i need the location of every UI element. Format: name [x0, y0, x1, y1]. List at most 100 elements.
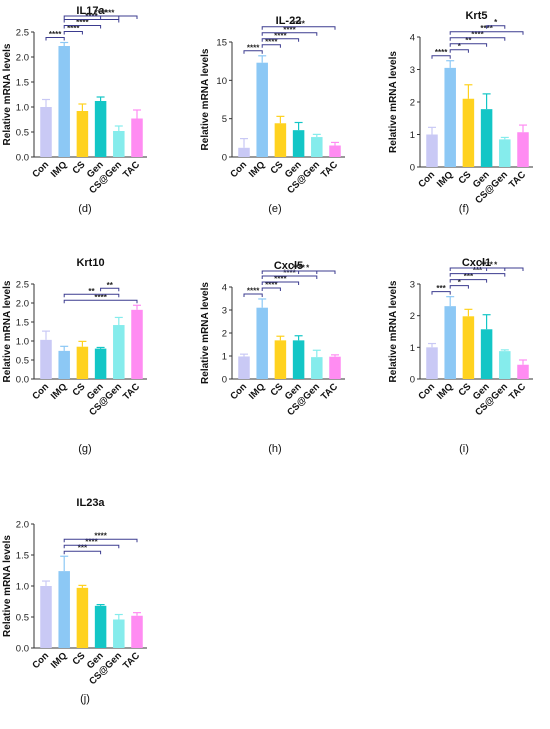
significance-bracket	[261, 38, 300, 42]
significance-label: ****	[480, 261, 493, 270]
y-axis-label: Relative mRNA levels	[388, 280, 399, 382]
y-tick-label: 3	[410, 280, 415, 291]
x-tick-label: Con	[30, 159, 51, 180]
significance-bracket	[298, 270, 318, 274]
significance-bracket	[486, 25, 506, 29]
y-tick-label: 0	[222, 153, 227, 164]
significance-label: ****	[283, 25, 296, 34]
bar-gen	[292, 130, 305, 157]
significance-bracket	[486, 267, 506, 271]
significance-label: **	[465, 36, 472, 45]
bar-cs	[274, 123, 287, 157]
significance-label: ****	[292, 19, 305, 28]
y-tick-label: 4	[222, 283, 227, 294]
significance-label: **	[88, 287, 95, 296]
significance-label: ****	[94, 532, 107, 541]
significance-bracket	[63, 293, 120, 298]
chart-title: Cxcl1	[462, 257, 491, 269]
y-tick-label: 1.0	[16, 582, 29, 593]
y-tick-label: 2.0	[16, 520, 29, 531]
bar-cs-gen	[311, 357, 323, 379]
bar-cs-gen	[113, 325, 125, 379]
x-tick-label: Con	[228, 381, 249, 402]
chart-title: IL17a	[76, 5, 105, 17]
significance-label: ***	[473, 266, 483, 275]
x-tick-label: TAC	[121, 159, 142, 180]
x-tick-label: TAC	[319, 381, 340, 402]
y-axis-label: Relative mRNA levels	[2, 43, 13, 145]
y-tick-label: 0.0	[16, 375, 29, 386]
significance-bracket	[63, 538, 138, 543]
significance-label: *	[458, 42, 462, 51]
significance-bracket	[261, 287, 281, 291]
bar-imq	[256, 62, 268, 158]
significance-label: ****	[76, 18, 89, 27]
bar-con	[426, 347, 438, 379]
panel-label: (f)	[459, 203, 469, 215]
significance-label: ****	[283, 268, 296, 277]
bar-cs-gen	[311, 137, 323, 157]
y-tick-label: 1	[410, 130, 415, 141]
x-tick-label: Con	[30, 381, 51, 402]
bar-cs	[462, 98, 475, 167]
bar-tac	[131, 118, 143, 157]
y-tick-label: 2.0	[16, 299, 29, 310]
bar-tac	[517, 132, 529, 167]
bar-tac	[329, 356, 341, 379]
bar-imq	[58, 46, 70, 157]
significance-label: ****	[435, 48, 448, 57]
significance-bracket	[100, 287, 120, 292]
significance-bracket	[63, 544, 120, 549]
significance-label: ****	[265, 280, 278, 289]
panel-label: (e)	[268, 203, 281, 215]
significance-label: ****	[274, 274, 287, 283]
panel-krt10: Krt10 Relative mRNA levels 0.0 0.5 1.0 1.5 2.0…	[2, 257, 147, 455]
bar-cs	[76, 111, 89, 157]
significance-label: **	[107, 281, 114, 290]
y-tick-label: 0.0	[16, 153, 29, 164]
bar-gen	[480, 109, 493, 167]
y-axis-label: Relative mRNA levels	[2, 535, 13, 637]
bar-imq	[58, 571, 70, 648]
y-tick-label: 4	[410, 33, 415, 44]
y-tick-label: 1	[410, 343, 415, 354]
y-tick-label: 2	[410, 311, 415, 322]
bar-tac	[329, 145, 341, 157]
y-tick-label: 2	[222, 329, 227, 340]
bar-tac	[131, 309, 143, 379]
significance-label: *	[494, 18, 498, 27]
significance-bracket	[449, 49, 469, 53]
bar-imq	[444, 67, 456, 167]
x-tick-label: CS	[70, 381, 87, 398]
significance-bracket	[449, 279, 488, 283]
significance-bracket	[431, 291, 451, 295]
significance-bracket	[243, 293, 263, 297]
panel-label: (h)	[268, 443, 281, 455]
significance-label: ***	[464, 272, 474, 281]
bar-cs-gen	[499, 139, 511, 167]
bar-cs-gen	[499, 351, 511, 379]
y-axis-label: Relative mRNA levels	[388, 51, 399, 153]
y-tick-label: 2.5	[16, 28, 29, 39]
x-tick-label: IMQ	[247, 381, 267, 401]
x-tick-label: CS	[456, 381, 473, 398]
x-tick-label: CS	[70, 159, 87, 176]
significance-bracket	[431, 55, 451, 59]
y-tick-label: 0.5	[16, 356, 29, 367]
chart-title: Cxcl5	[274, 260, 303, 272]
significance-bracket	[63, 299, 138, 304]
significance-label: ***	[105, 9, 115, 18]
significance-label: ****	[247, 43, 260, 52]
chart-title: Krt10	[76, 257, 104, 269]
significance-label: ***	[436, 284, 446, 293]
significance-label: ****	[94, 293, 107, 302]
x-tick-label: IMQ	[435, 169, 455, 189]
x-tick-label: TAC	[507, 381, 528, 402]
x-tick-label: TAC	[121, 650, 142, 671]
x-tick-label: IMQ	[49, 650, 69, 670]
y-tick-label: 0	[410, 163, 415, 174]
significance-label: *	[306, 264, 310, 273]
